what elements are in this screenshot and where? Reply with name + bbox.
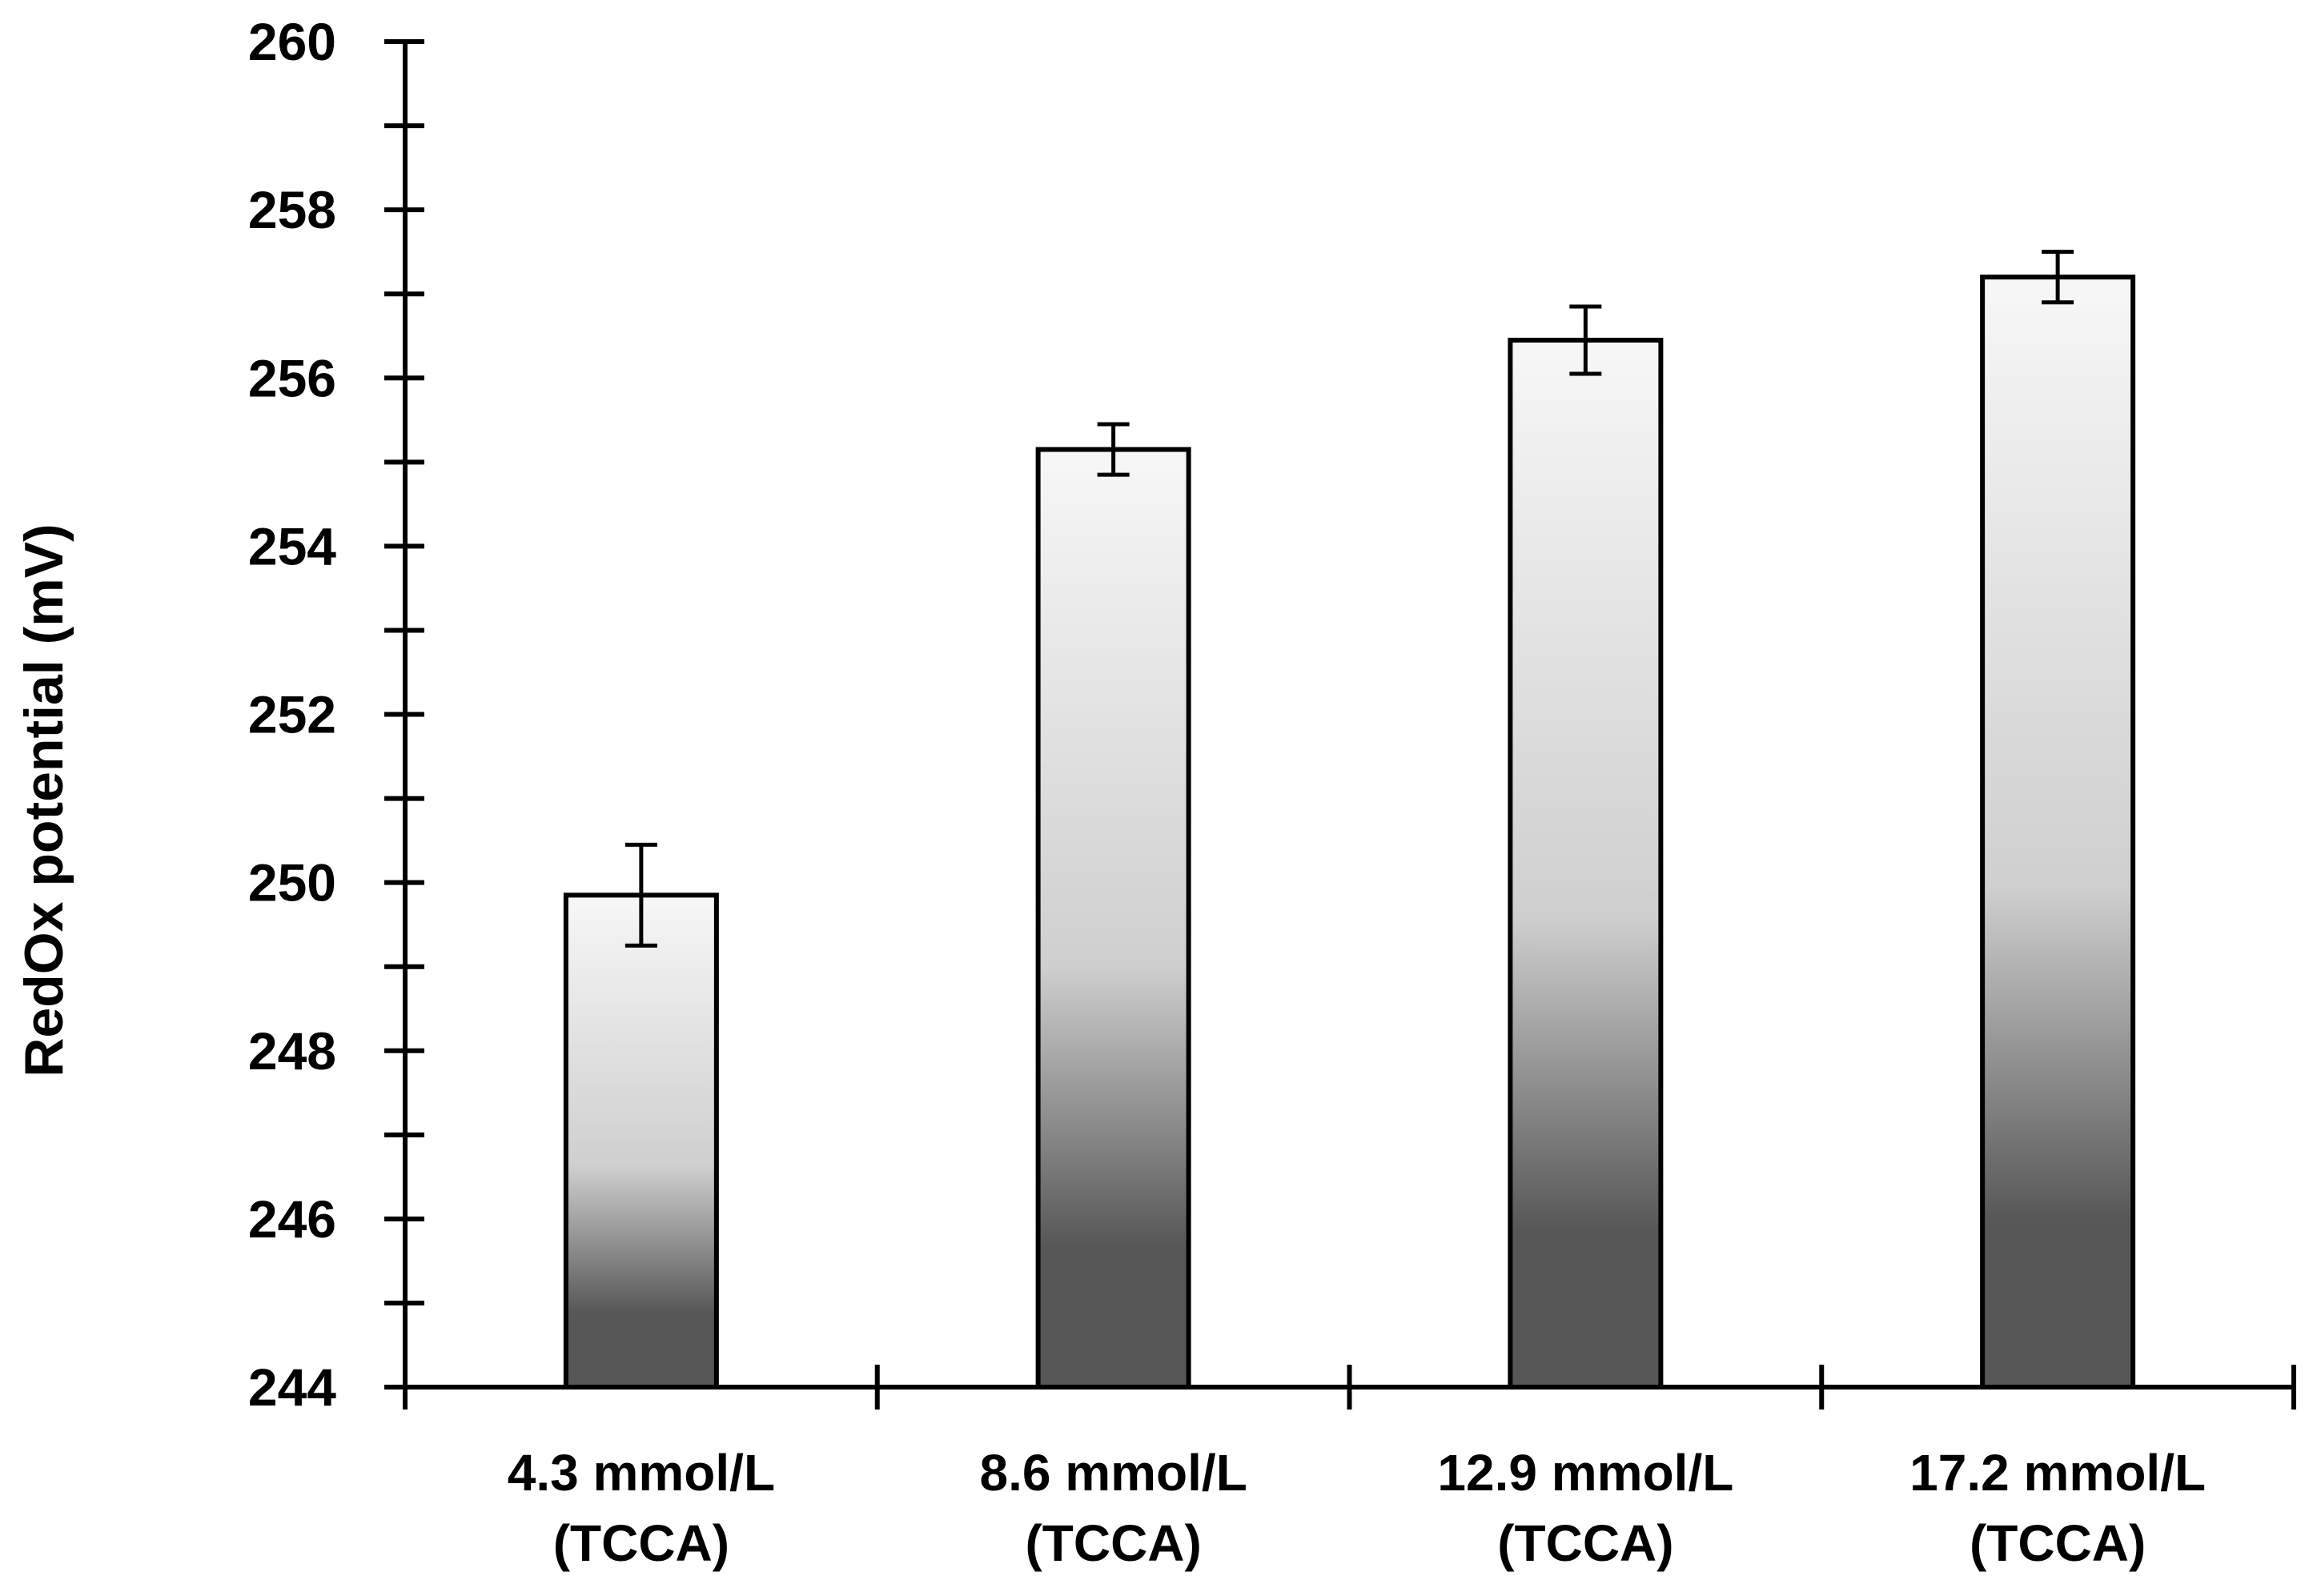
y-axis-title: RedOx potential (mV) bbox=[14, 523, 74, 1077]
y-tick-label-250: 250 bbox=[248, 853, 336, 912]
bar-2 bbox=[1035, 447, 1191, 1389]
x-tick-label-1-line-2: (TCCA) bbox=[553, 1514, 729, 1572]
x-tick-label-4-line-1: 17.2 mmol/L bbox=[1909, 1444, 2206, 1502]
axes-layer: 4.3 mmol/L (TCCA) 8.6 mmol/L (TCCA) 12.9 mmo… bbox=[248, 12, 2296, 1572]
x-tick-label-2-line-2: (TCCA) bbox=[1025, 1514, 1201, 1572]
y-tick-label-256: 256 bbox=[248, 348, 336, 407]
x-tick-label-4-line-2: (TCCA) bbox=[1970, 1514, 2146, 1572]
y-tick-label-244: 244 bbox=[248, 1357, 336, 1417]
bar-4 bbox=[1980, 275, 2136, 1389]
y-tick-label-260: 260 bbox=[248, 12, 336, 71]
x-tick-label-3-line-1: 12.9 mmol/L bbox=[1437, 1444, 1733, 1502]
y-tick-label-258: 258 bbox=[248, 180, 336, 239]
x-tick-label-3-line-2: (TCCA) bbox=[1497, 1514, 1673, 1572]
bar-1 bbox=[563, 892, 719, 1389]
bar-3 bbox=[1508, 337, 1664, 1389]
x-tick-label-2-line-1: 8.6 mmol/L bbox=[979, 1444, 1247, 1502]
y-tick-label-246: 246 bbox=[248, 1189, 336, 1249]
y-tick-label-252: 252 bbox=[248, 685, 336, 744]
x-tick-label-1-line-1: 4.3 mmol/L bbox=[508, 1444, 775, 1502]
y-tick-label-248: 248 bbox=[248, 1021, 336, 1081]
bars-layer bbox=[563, 250, 2136, 1389]
y-tick-label-254: 254 bbox=[248, 516, 336, 575]
